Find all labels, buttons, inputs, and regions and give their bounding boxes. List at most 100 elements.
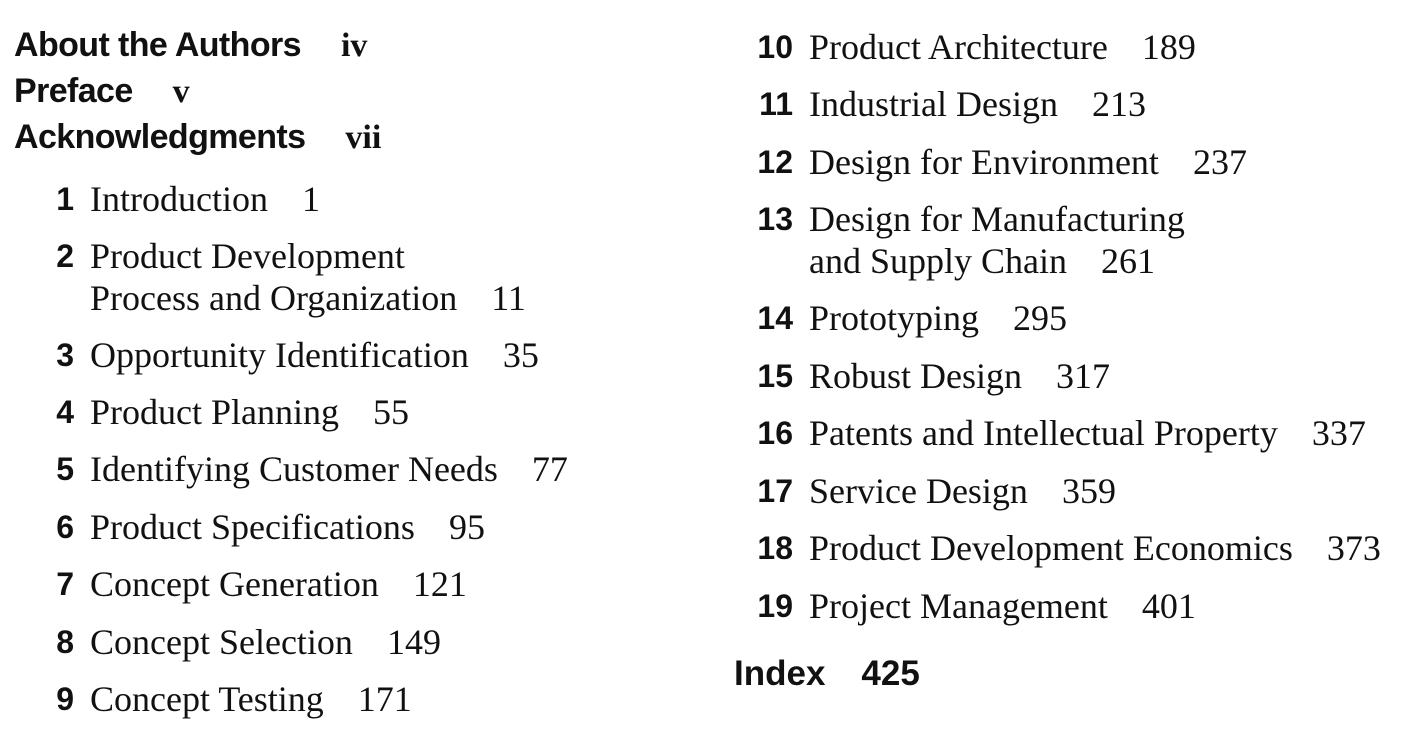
chapter-title-line: Product Architecture	[809, 27, 1108, 67]
chapter-title-line-2: Process and Organization 11	[90, 277, 526, 319]
chapter-title-line: Identifying Customer Needs	[90, 449, 498, 489]
toc-entry-chapter-6[interactable]: 6 Product Specifications 95	[56, 506, 485, 548]
chapter-number: 1	[56, 181, 74, 217]
chapter-number: 19	[757, 588, 793, 624]
chapter-number: 4	[56, 394, 74, 430]
chapter-title-line: Opportunity Identification	[90, 335, 469, 375]
chapter-title: Concept Generation 121	[90, 563, 467, 605]
chapter-title: Project Management 401	[809, 585, 1196, 627]
chapter-number: 5	[56, 451, 74, 487]
chapter-title: Product Development Economics 373	[809, 527, 1381, 569]
chapter-number: 18	[757, 530, 793, 566]
toc-entry-chapter-2[interactable]: 2 Product Development Process and Organi…	[56, 235, 526, 319]
toc-entry-chapter-9[interactable]: 9 Concept Testing 171	[56, 678, 412, 720]
front-matter-label: About the Authors	[14, 26, 302, 64]
toc-entry-chapter-13[interactable]: 13 Design for Manufacturing and Supply C…	[757, 198, 1185, 282]
chapter-title: Prototyping 295	[809, 297, 1067, 339]
chapter-title: Product Planning 55	[90, 391, 409, 433]
chapter-title-line: Introduction	[90, 179, 268, 219]
chapter-page: 121	[412, 564, 467, 604]
chapter-page: 317	[1056, 356, 1111, 396]
toc-entry-chapter-17[interactable]: 17 Service Design 359	[757, 470, 1116, 512]
chapter-page: 11	[491, 278, 526, 318]
chapter-page: 189	[1141, 27, 1196, 67]
chapter-title: Identifying Customer Needs 77	[90, 448, 568, 490]
chapter-number: 15	[757, 358, 793, 394]
chapter-title-line-1: Product Development	[90, 236, 405, 276]
chapter-title-line: Product Planning	[90, 392, 339, 432]
chapter-number: 11	[759, 86, 793, 122]
chapter-title: Concept Selection 149	[90, 621, 441, 663]
front-matter-about-authors[interactable]: About the Authors iv	[14, 26, 367, 65]
toc-entry-chapter-15[interactable]: 15 Robust Design 317	[757, 355, 1110, 397]
front-matter-label: Preface	[14, 72, 133, 110]
toc-entry-chapter-12[interactable]: 12 Design for Environment 237	[757, 141, 1247, 183]
chapter-title: Service Design 359	[809, 470, 1116, 512]
chapter-title: Product Architecture 189	[809, 26, 1196, 68]
toc-entry-chapter-8[interactable]: 8 Concept Selection 149	[56, 621, 441, 663]
toc-entry-chapter-4[interactable]: 4 Product Planning 55	[56, 391, 409, 433]
chapter-title-line: Concept Testing	[90, 679, 324, 719]
chapter-page: 261	[1101, 241, 1155, 281]
chapter-title: Patents and Intellectual Property 337	[809, 412, 1366, 454]
toc-entry-chapter-19[interactable]: 19 Project Management 401	[757, 585, 1196, 627]
chapter-title: Robust Design 317	[809, 355, 1110, 397]
chapter-title-line: Product Specifications	[90, 507, 415, 547]
chapter-title: Opportunity Identification 35	[90, 334, 539, 376]
toc-entry-chapter-5[interactable]: 5 Identifying Customer Needs 77	[56, 448, 568, 490]
front-matter-preface[interactable]: Preface v	[14, 72, 190, 111]
chapter-title-line-1: Design for Manufacturing	[809, 199, 1185, 239]
chapter-number: 13	[757, 201, 793, 237]
toc-entry-index[interactable]: Index 425	[734, 654, 920, 694]
chapter-page: 171	[357, 679, 412, 719]
chapter-title-line: Prototyping	[809, 298, 980, 338]
chapter-title-line: Process and Organization	[90, 278, 458, 318]
toc-entry-chapter-11[interactable]: 11 Industrial Design 213	[759, 83, 1146, 125]
chapter-title: Design for Environment 237	[809, 141, 1247, 183]
chapter-page: 401	[1141, 586, 1196, 626]
chapter-title-line: Service Design	[809, 471, 1028, 511]
chapter-title-line: Concept Generation	[90, 564, 379, 604]
toc-entry-chapter-16[interactable]: 16 Patents and Intellectual Property 337	[757, 412, 1366, 454]
front-matter-page: v	[172, 73, 190, 110]
chapter-page: 35	[502, 335, 539, 375]
chapter-page: 295	[1013, 298, 1068, 338]
chapter-number: 17	[757, 473, 793, 509]
chapter-title-line: Design for Environment	[809, 142, 1159, 182]
chapter-page: 359	[1061, 471, 1116, 511]
chapter-title: Product Specifications 95	[90, 506, 485, 548]
index-page: 425	[861, 654, 920, 693]
chapter-page: 149	[386, 622, 441, 662]
toc-entry-chapter-7[interactable]: 7 Concept Generation 121	[56, 563, 467, 605]
front-matter-label: Acknowledgments	[14, 118, 306, 156]
chapter-page: 337	[1311, 413, 1366, 453]
chapter-title-line: and Supply Chain	[809, 241, 1067, 281]
chapter-page: 95	[448, 507, 485, 547]
toc-entry-chapter-18[interactable]: 18 Product Development Economics 373	[757, 527, 1381, 569]
chapter-number: 8	[56, 624, 74, 660]
front-matter-page: iv	[340, 27, 368, 64]
chapter-number: 2	[56, 238, 74, 274]
chapter-number: 16	[757, 415, 793, 451]
chapter-title-line: Concept Selection	[90, 622, 353, 662]
chapter-title-line-2: and Supply Chain 261	[809, 240, 1185, 282]
front-matter-acknowledgments[interactable]: Acknowledgments vii	[14, 118, 381, 157]
chapter-page: 373	[1326, 528, 1381, 568]
chapter-title-line: Product Development Economics	[809, 528, 1293, 568]
chapter-page: 213	[1091, 84, 1146, 124]
chapter-number: 6	[56, 509, 74, 545]
chapter-title-line: Industrial Design	[809, 84, 1058, 124]
chapter-title-line: Project Management	[809, 586, 1108, 626]
chapter-title: Introduction 1	[90, 178, 320, 220]
toc-entry-chapter-1[interactable]: 1 Introduction 1	[56, 178, 320, 220]
front-matter-page: vii	[345, 119, 382, 156]
chapter-number: 3	[56, 337, 74, 373]
chapter-title-line: Patents and Intellectual Property	[809, 413, 1278, 453]
toc-entry-chapter-10[interactable]: 10 Product Architecture 189	[757, 26, 1196, 68]
chapter-number: 10	[757, 29, 793, 65]
chapter-title: Concept Testing 171	[90, 678, 412, 720]
toc-entry-chapter-3[interactable]: 3 Opportunity Identification 35	[56, 334, 539, 376]
chapter-title: Industrial Design 213	[809, 83, 1146, 125]
chapter-page: 237	[1192, 142, 1247, 182]
toc-entry-chapter-14[interactable]: 14 Prototyping 295	[757, 297, 1067, 339]
